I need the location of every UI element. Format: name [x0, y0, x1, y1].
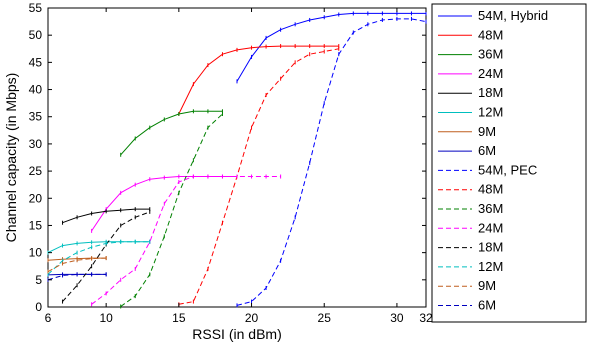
series-0 [236, 11, 427, 84]
y-axis-label: Channel capacity (in Mbps) [3, 73, 19, 243]
series-4 [62, 207, 151, 225]
ticks-layer: 6 10 15 20 25 30 32 0 5 10 15 20 25 30 35 40 45 50 55 [29, 1, 433, 325]
series-line [178, 48, 339, 305]
y-tick-label: 55 [29, 1, 43, 15]
series-line [178, 45, 339, 115]
y-tick-label: 45 [29, 55, 43, 69]
x-tick-label: 25 [318, 311, 332, 325]
y-tick-label: 15 [29, 218, 43, 232]
legend-entry: 24M [478, 220, 503, 235]
series-8 [236, 16, 427, 308]
series-line [47, 273, 107, 281]
series-line [236, 18, 427, 306]
legend-entry: 54M, Hybrid [478, 8, 548, 23]
legend-entry: 24M [478, 66, 503, 81]
series-line [120, 110, 223, 156]
series-line [120, 113, 223, 307]
y-tick-label: 30 [29, 137, 43, 151]
series-layer [47, 11, 427, 309]
x-tick-label: 32 [419, 311, 433, 325]
x-tick-label: 6 [45, 311, 52, 325]
y-tick-label: 40 [29, 83, 43, 97]
series-line [47, 241, 150, 275]
series-13 [47, 239, 151, 277]
legend-entry: 54M, PEC [478, 162, 537, 177]
series-15 [47, 272, 107, 282]
legend-entry: 18M [478, 85, 503, 100]
x-tick-label: 20 [245, 311, 259, 325]
legend-entry: 12M [478, 259, 503, 274]
y-tick-label: 20 [29, 191, 43, 205]
legend-entry: 48M [478, 182, 503, 197]
x-tick-label: 30 [390, 311, 404, 325]
legend-entry: 6M [478, 143, 496, 158]
legend-entry: 18M [478, 240, 503, 255]
legend: 54M, Hybrid 48M 36M 24M 18M 12M 9M 6M 54M, PEC 48… [431, 3, 587, 323]
legend-entry: 48M [478, 27, 503, 42]
legend-entry: 9M [478, 278, 496, 293]
series-line [47, 241, 150, 254]
x-tick-label: 15 [172, 311, 186, 325]
series-2 [120, 109, 223, 157]
series-line [236, 12, 426, 82]
legend-entry: 9M [478, 124, 496, 139]
plot-area [47, 7, 427, 308]
legend-entry: 12M [478, 105, 503, 120]
legend-entry: 36M [478, 47, 503, 62]
x-axis-label: RSSI (in dBm) [192, 326, 281, 342]
plot-frame [47, 7, 427, 308]
y-tick-label: 0 [35, 300, 42, 314]
legend-box [431, 3, 587, 323]
y-tick-label: 35 [29, 110, 43, 124]
x-tick-label: 10 [99, 311, 113, 325]
series-14 [47, 256, 107, 274]
series-10 [120, 112, 223, 309]
series-line [47, 257, 107, 273]
y-tick-label: 50 [29, 28, 43, 42]
y-tick-label: 5 [35, 273, 42, 287]
legend-entry: 36M [478, 201, 503, 216]
y-tick-label: 10 [29, 246, 43, 260]
series-line [91, 176, 281, 305]
legend-entry: 6M [478, 298, 496, 313]
y-tick-label: 25 [29, 164, 43, 178]
